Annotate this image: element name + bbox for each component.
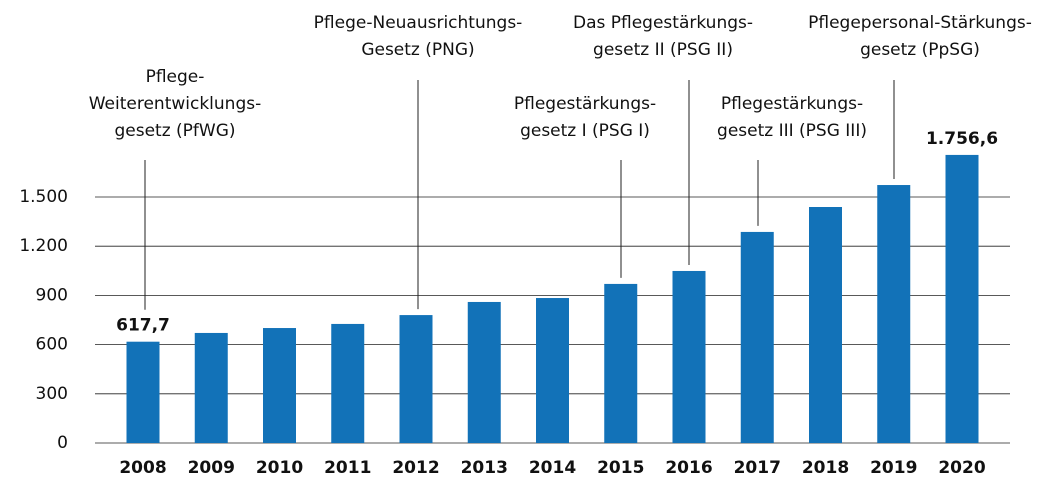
- bar: [604, 283, 638, 443]
- value-label: 1.756,6: [926, 129, 998, 149]
- x-tick-label: 2018: [802, 458, 849, 478]
- bar: [536, 298, 569, 443]
- annotation-text: Pflegepersonal-Stärkungs-: [808, 13, 1032, 33]
- x-tick-label: 2020: [938, 458, 985, 478]
- x-tick-label: 2014: [529, 458, 576, 478]
- x-tick-label: 2009: [188, 458, 235, 478]
- x-tick-label: 2013: [461, 458, 508, 478]
- annotation-text: Pflege-: [146, 67, 205, 87]
- bar: [399, 315, 433, 443]
- bar: [263, 328, 296, 443]
- annotation-text: Das Pflegestärkungs-: [573, 13, 753, 33]
- bar: [194, 332, 228, 443]
- annotation-text: gesetz I (PSG I): [520, 121, 650, 141]
- annotation-text: gesetz II (PSG II): [593, 40, 733, 60]
- y-tick-label: 300: [36, 384, 68, 404]
- x-tick-label: 2015: [597, 458, 644, 478]
- y-tick-label: 600: [36, 335, 68, 355]
- annotation-text: Pflege-Neuausrichtungs-: [314, 13, 523, 33]
- bar: [126, 341, 160, 443]
- bar: [945, 154, 979, 443]
- y-tick-label: 900: [36, 285, 68, 305]
- x-tick-label: 2017: [734, 458, 781, 478]
- annotation-text: gesetz III (PSG III): [717, 121, 867, 141]
- x-tick-label: 2016: [665, 458, 712, 478]
- annotation-text: gesetz (PfWG): [114, 121, 235, 141]
- x-tick-label: 2008: [119, 458, 166, 478]
- annotation-text: Gesetz (PNG): [361, 40, 474, 60]
- bar: [672, 270, 706, 443]
- y-tick-label: 1.200: [19, 236, 68, 256]
- bar: [331, 323, 365, 443]
- bar: [809, 207, 842, 443]
- annotation-text: Pflegestärkungs-: [721, 94, 863, 114]
- x-tick-label: 2012: [392, 458, 439, 478]
- y-tick-label: 0: [57, 433, 68, 453]
- x-tick-label: 2011: [324, 458, 371, 478]
- value-label: 617,7: [116, 316, 170, 336]
- annotation-text: Weiterentwicklungs-: [89, 94, 262, 114]
- bar: [877, 185, 911, 443]
- annotation-text: gesetz (PpSG): [860, 40, 980, 60]
- x-tick-label: 2010: [256, 458, 303, 478]
- y-tick-label: 1.500: [19, 187, 68, 207]
- annotation-text: Pflegestärkungs-: [514, 94, 656, 114]
- bar: [740, 231, 774, 443]
- bar: [467, 301, 501, 443]
- x-tick-label: 2019: [870, 458, 917, 478]
